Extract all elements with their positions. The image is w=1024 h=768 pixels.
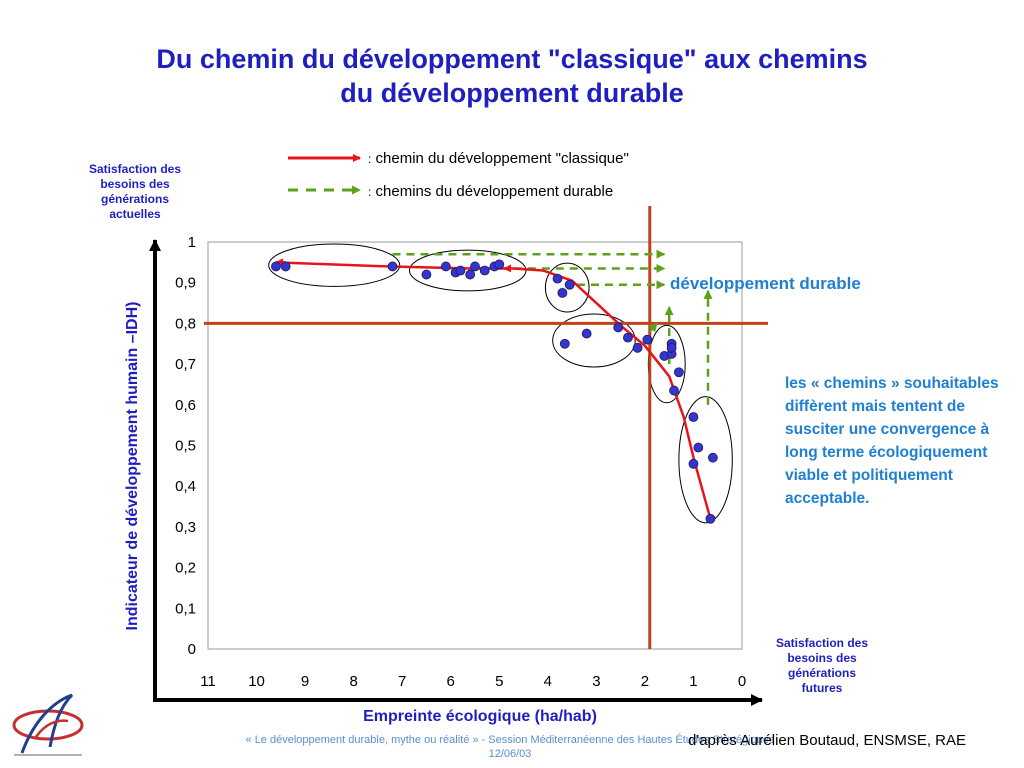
note-line: Satisfaction des [775,636,869,650]
data-point [552,273,563,284]
x-tick-label: 11 [200,673,216,690]
data-point [494,259,505,270]
x-tick-label: 7 [398,673,406,690]
classic-path [275,261,712,520]
data-point [271,261,281,272]
y-tick-label: 0,7 [175,356,196,373]
data-point [581,328,592,339]
y-tick-label: 0,2 [175,560,196,577]
data-point [470,261,480,272]
data-point [693,442,704,453]
y-tick-label: 0,5 [175,438,196,455]
y-tick-label: 0,9 [175,275,196,292]
zone-label: développement durable [670,274,861,293]
cluster-ellipse [552,313,636,368]
note-line: générations [100,192,169,206]
footer: « Le développement durable, mythe ou réa… [160,733,860,761]
sustainable-path [648,322,658,333]
data-point [688,412,699,422]
x-tick-label: 5 [495,673,503,690]
plot-area [207,241,743,650]
data-point [673,367,684,378]
y-tick-label: 0,6 [175,397,196,414]
note-line: actuelles [109,207,161,221]
data-point [632,342,643,353]
x-tick-label: 4 [544,673,552,690]
data-point [613,322,624,333]
data-point [707,452,718,463]
credit-text: d'après Aurélien Boutaud, ENSMSE, RAE [688,732,967,749]
legend-red-text: chemin du développement "classique" [375,150,629,167]
note-line: futures [801,681,843,695]
y-tick-label: 0 [188,641,196,658]
y-tick-label: 0,3 [175,519,196,536]
data-point [387,261,398,272]
x-tick-label: 3 [592,673,600,690]
x-axis-label: Empreinte écologique (ha/hab) [363,708,597,725]
data-point [666,342,677,353]
x-tick-label: 9 [301,673,309,690]
x-tick-label: 6 [447,673,455,690]
data-point [280,261,291,272]
data-point [688,458,699,469]
title-line-1: Du chemin du développement "classique" a… [156,44,868,74]
top-left-note: Satisfaction des besoins des générations… [80,162,190,222]
data-point [623,332,633,343]
legend-red-label: : chemin du développement "classique" [368,150,629,167]
title-line-2: du développement durable [340,78,684,108]
cluster-ellipse [678,396,733,524]
x-tick-label: 2 [641,673,649,690]
y-axis-label: Indicateur de développement humain –IDH) [124,301,141,631]
data-point [669,385,679,396]
cluster-ellipse [268,243,401,287]
note-line: besoins des [100,177,170,191]
legend-green-label: : chemins du développement durable [368,183,613,200]
x-tick-label: 10 [248,673,265,690]
data-point [440,261,451,272]
note-line: Satisfaction des [88,162,182,176]
data-point [479,265,490,276]
x-tick-label: 0 [738,673,746,690]
footer-line-2: 12/06/03 [488,748,532,760]
slide-title: Du chemin du développement "classique" a… [0,42,1024,110]
y-tick-label: 0,8 [175,315,196,332]
comment-text: les « chemins » souhaitables diffèrent m… [785,375,999,507]
legend-green-colon: : [368,185,372,199]
data-point [642,334,653,345]
legend-red-colon: : [368,152,372,166]
data-point [564,279,575,290]
y-tick-label: 1 [188,234,196,251]
y-tick-label: 0,1 [175,600,196,617]
data-point [557,287,568,298]
cluster-ellipse [544,262,590,313]
data-point [465,269,476,280]
note-line: besoins des [787,651,857,665]
x-tick-label: 1 [689,673,697,690]
y-tick-label: 0,4 [175,478,196,495]
note-line: générations [787,666,856,680]
legend-green-text: chemins du développement durable [375,183,614,200]
x-tick-label: 8 [349,673,357,690]
data-point [455,265,466,276]
footer-line-1: « Le développement durable, mythe ou réa… [245,734,775,746]
data-point [705,513,716,524]
data-point [559,338,570,349]
bottom-right-note: Satisfaction des besoins des générations… [762,636,882,696]
data-point [421,269,432,280]
